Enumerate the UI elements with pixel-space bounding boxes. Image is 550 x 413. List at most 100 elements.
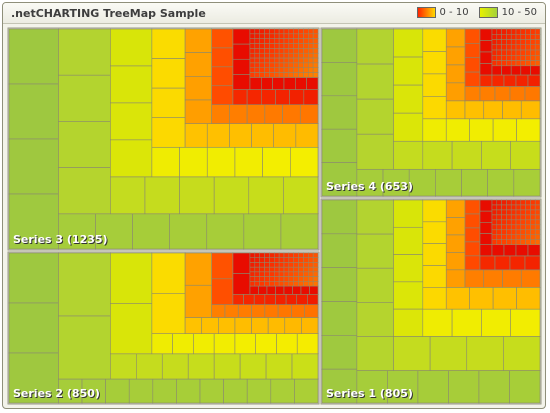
treemap-cell	[356, 233, 394, 269]
treemap-cell	[269, 276, 275, 282]
treemap-cell	[264, 293, 276, 305]
treemap-cell	[151, 146, 180, 178]
series-label: Series 1 (805)	[326, 387, 413, 400]
treemap-cell	[176, 378, 201, 404]
treemap-cell	[283, 77, 296, 90]
treemap-cell	[303, 271, 309, 277]
treemap-cell	[496, 49, 502, 56]
treemap-cell	[249, 38, 256, 44]
treemap-cell	[501, 224, 507, 231]
treemap-cell	[269, 252, 275, 258]
treemap-cell	[501, 199, 507, 206]
treemap-cell	[278, 271, 285, 277]
treemap-cell	[283, 271, 290, 277]
treemap-cell	[274, 281, 280, 287]
treemap-cell	[464, 227, 481, 243]
treemap-cell	[274, 257, 280, 263]
treemap-cell	[223, 378, 248, 404]
treemap-cell	[274, 271, 280, 277]
treemap-cell	[266, 285, 276, 295]
treemap-cell	[298, 38, 304, 44]
treemap-cell	[515, 234, 522, 240]
treemap-cell	[312, 281, 319, 287]
treemap-cell	[264, 281, 270, 287]
treemap-cell	[249, 28, 256, 35]
treemap-cell	[264, 257, 270, 263]
treemap-cell	[298, 62, 304, 69]
treemap-cell	[530, 55, 536, 61]
treemap-cell	[184, 284, 212, 318]
treemap-cell	[303, 89, 319, 105]
treemap-cell	[525, 60, 531, 67]
treemap-cell	[283, 285, 293, 295]
treemap-cell	[321, 128, 358, 163]
treemap-cell	[534, 44, 541, 51]
treemap-cell	[491, 199, 498, 206]
treemap-cell	[525, 55, 531, 61]
treemap-cell	[278, 33, 285, 39]
treemap-cell	[277, 304, 292, 318]
treemap-cell	[264, 52, 270, 59]
treemap-cell	[312, 28, 319, 35]
series-label-shadow: Series 4 (653)	[327, 181, 414, 194]
treemap-cell	[524, 255, 541, 271]
treemap-cell	[502, 269, 522, 288]
treemap-cell	[429, 336, 468, 371]
treemap-cell	[491, 209, 498, 216]
treemap-cell	[262, 146, 291, 178]
treemap-cell	[479, 255, 496, 271]
treemap-cell	[464, 86, 481, 102]
treemap-cell	[308, 252, 314, 258]
treemap-cell	[530, 239, 536, 245]
treemap-cell	[356, 133, 394, 170]
treemap-cell	[530, 214, 536, 221]
treemap-cell	[506, 55, 512, 61]
treemap-cell	[249, 257, 256, 263]
treemap-cell	[254, 271, 260, 277]
treemap-cell	[293, 48, 299, 54]
treemap-cell	[232, 58, 251, 75]
treemap-cell	[303, 57, 309, 64]
treemap-cell	[249, 276, 256, 282]
treemap-cell	[274, 266, 280, 273]
treemap-cell	[356, 28, 394, 65]
treemap-cell	[234, 146, 263, 178]
treemap-cell	[510, 229, 517, 236]
treemap-cell	[530, 234, 536, 240]
treemap-cell	[515, 39, 522, 46]
treemap-cell	[151, 117, 186, 148]
treemap-cell	[151, 333, 173, 355]
treemap-cell	[283, 38, 290, 44]
treemap-cell	[445, 234, 466, 253]
treemap-cell	[506, 60, 512, 67]
treemap-cell	[321, 233, 358, 268]
treemap-cell	[152, 378, 177, 404]
treemap-cell	[451, 140, 482, 170]
treemap-cell	[422, 308, 453, 337]
treemap-cell	[464, 213, 481, 229]
treemap-cell	[296, 333, 319, 355]
treemap-cell	[293, 262, 299, 268]
treemap-cell	[393, 28, 424, 58]
treemap-cell	[254, 62, 260, 69]
treemap-cell	[393, 281, 424, 310]
treemap-cell	[496, 39, 502, 46]
treemap-cell	[243, 293, 255, 305]
treemap-cell	[516, 287, 541, 310]
treemap-cell	[422, 199, 447, 223]
treemap-cell	[496, 209, 502, 216]
treemap-cell	[251, 123, 275, 148]
treemap-cell	[312, 67, 319, 73]
treemap-cell	[269, 33, 275, 39]
treemap-cell	[510, 49, 517, 56]
treemap-cell	[282, 104, 301, 124]
treemap-cell	[445, 82, 466, 102]
treemap-cell	[466, 336, 504, 371]
treemap-cell	[254, 262, 260, 268]
treemap-cell	[356, 199, 394, 235]
treemap-cell	[259, 262, 265, 268]
treemap-cell	[496, 229, 502, 236]
treemap-cell	[501, 219, 507, 226]
treemap-cell	[303, 257, 309, 263]
treemap-cell	[491, 214, 498, 221]
